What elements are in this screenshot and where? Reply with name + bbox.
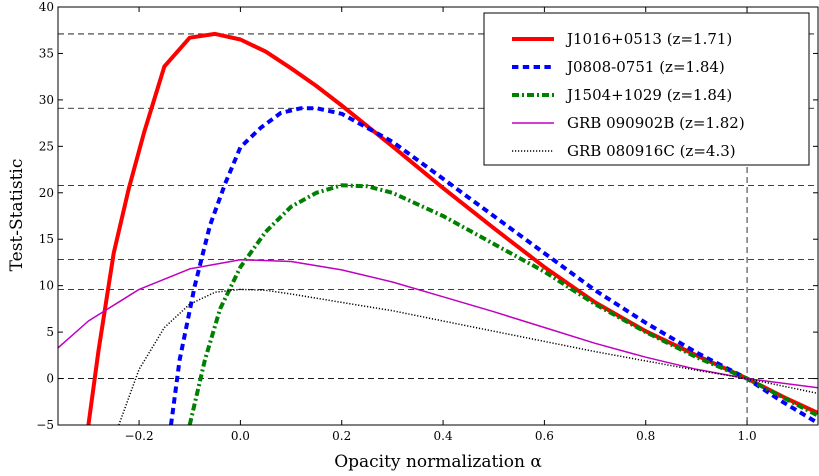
x-tick-label: 0.4 [434, 429, 453, 443]
x-tick-label: 0.6 [535, 429, 554, 443]
x-tick-label: 0.0 [231, 429, 250, 443]
y-tick-label: 0 [46, 372, 54, 386]
y-tick-label: 25 [39, 139, 54, 153]
y-axis-label: Test-Statistic [7, 159, 27, 272]
x-tick-label: 1.0 [738, 429, 757, 443]
y-tick-label: −5 [36, 418, 54, 432]
axis-ticks: −0.2 0.0 0.2 0.4 0.6 0.8 1.0 −5 0 5 10 15 20 25 30 35 40 [36, 0, 818, 443]
legend-label-1: J1016+0513 (z=1.71) [565, 30, 732, 48]
y-tick-label: 20 [39, 186, 54, 200]
series-line-2 [169, 106, 818, 425]
y-tick-label: 5 [46, 325, 54, 339]
y-tick-label: 35 [39, 46, 54, 60]
legend-label-4: GRB 090902B (z=1.82) [567, 114, 745, 132]
legend-label-2: J0808-0751 (z=1.84) [565, 58, 725, 76]
x-tick-label: 0.8 [636, 429, 655, 443]
x-tick-label: 0.2 [332, 429, 351, 443]
series-line-3 [187, 183, 818, 425]
y-tick-label: 10 [39, 279, 54, 293]
legend-label-3: J1504+1029 (z=1.84) [565, 86, 732, 104]
y-tick-label: 15 [39, 232, 54, 246]
y-tick-label: 40 [39, 0, 54, 14]
series-line-5 [118, 288, 818, 425]
series-lines [58, 31, 818, 425]
plot-frame [57, 6, 819, 426]
x-axis-label: Opacity normalization α [334, 452, 542, 472]
x-tick-label: −0.2 [124, 429, 153, 443]
y-tick-label: 30 [39, 93, 54, 107]
legend: J1016+0513 (z=1.71) J0808-0751 (z=1.84) J1… [483, 12, 810, 166]
series-line-4 [58, 258, 818, 389]
legend-label-5: GRB 080916C (z=4.3) [567, 142, 736, 160]
